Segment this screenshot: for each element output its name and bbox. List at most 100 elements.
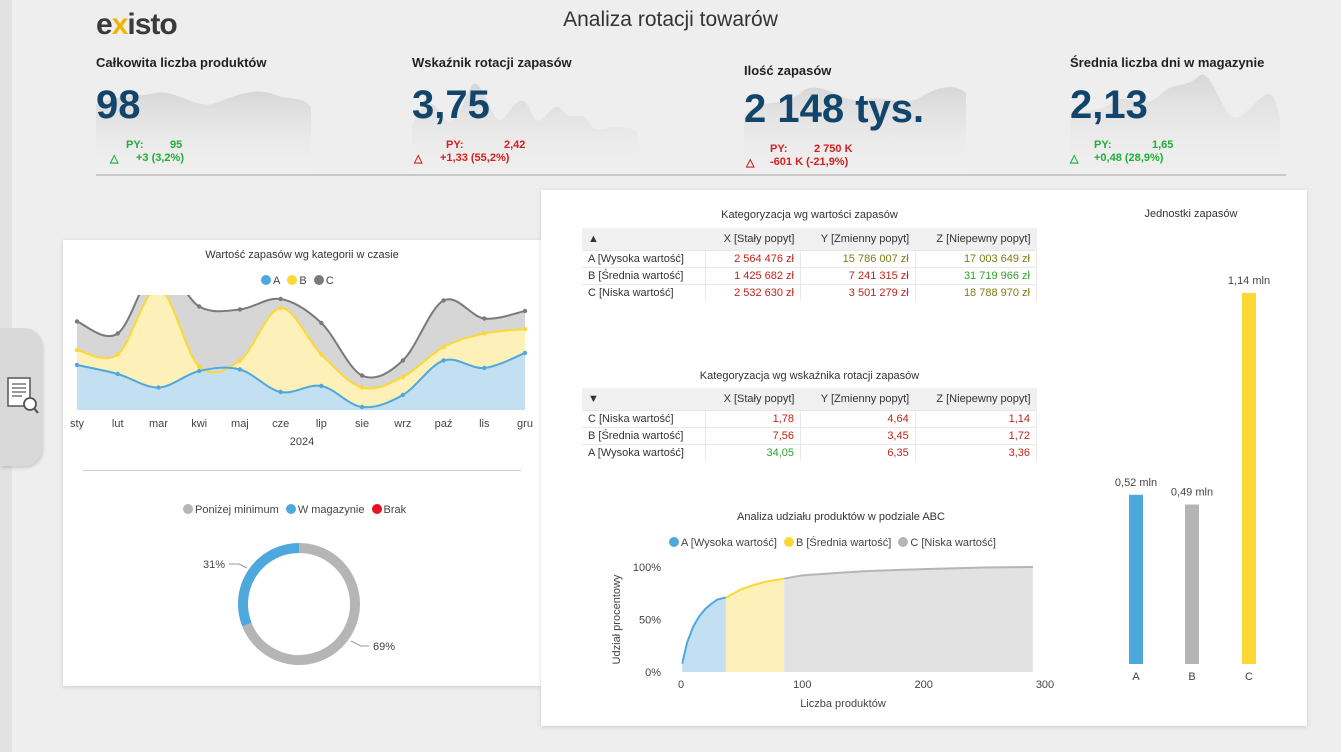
bar-a[interactable]: [1129, 494, 1143, 664]
data-point[interactable]: [359, 373, 365, 378]
data-point[interactable]: [359, 385, 365, 390]
legend-item-c[interactable]: C: [313, 275, 334, 287]
legend-label: W magazynie: [297, 504, 365, 516]
sort-up-icon[interactable]: ▲: [582, 228, 706, 250]
data-point[interactable]: [482, 331, 487, 336]
legend-label: C: [325, 275, 334, 287]
abc-chart: 0 100 200 300 0% 50% 100% Liczba produktów Udzia…: [611, 562, 1054, 710]
legend-dot-c: [898, 537, 909, 547]
data-point[interactable]: [482, 316, 487, 321]
bar-b[interactable]: [1185, 504, 1199, 664]
data-point[interactable]: [74, 319, 80, 324]
bar-value-label: 1,14 mln: [1228, 275, 1270, 287]
data-point[interactable]: [196, 368, 202, 374]
bar-value-label: 0,49 mln: [1171, 487, 1213, 499]
bar-value-label: 0,52 mln: [1115, 477, 1157, 489]
legend-dot-red: [371, 504, 382, 514]
logo-text-left: e: [96, 8, 113, 41]
legend-item-a[interactable]: A: [261, 275, 280, 287]
legend-item-in-stock[interactable]: W magazynie: [285, 504, 365, 516]
data-point[interactable]: [196, 304, 202, 309]
legend-item-b[interactable]: B [Średnia wartość]: [783, 537, 892, 549]
data-point[interactable]: [196, 364, 202, 369]
column-header[interactable]: Z [Niepewny popyt]: [915, 228, 1037, 250]
column-header[interactable]: Y [Zmienny popyt]: [800, 228, 916, 250]
data-point[interactable]: [319, 352, 324, 357]
data-point[interactable]: [522, 350, 528, 356]
data-point[interactable]: [237, 358, 243, 363]
donut-slice-1[interactable]: [238, 543, 300, 627]
column-header[interactable]: X [Stały popyt]: [705, 388, 801, 410]
data-point[interactable]: [278, 389, 283, 395]
table-cell: 4,64: [800, 409, 916, 427]
data-point[interactable]: [74, 362, 80, 368]
legend-item-below-min[interactable]: Poniżej minimum: [183, 504, 279, 516]
table-row[interactable]: A [Wysoka wartość] 34,05 6,35 3,36: [582, 443, 1038, 461]
row-header: B [Średnia wartość]: [582, 426, 707, 444]
data-point[interactable]: [441, 344, 446, 350]
data-point[interactable]: [319, 320, 324, 326]
table-row[interactable]: B [Średnia wartość] 1 425 682 zł 7 241 315…: [582, 266, 1038, 284]
data-point[interactable]: [522, 308, 528, 314]
data-point[interactable]: [441, 358, 446, 363]
data-point[interactable]: [156, 385, 161, 390]
data-point[interactable]: [237, 367, 243, 372]
data-point[interactable]: [522, 326, 528, 332]
bar-c[interactable]: [1242, 293, 1256, 664]
table-row[interactable]: B [Średnia wartość] 7,56 3,45 1,72: [582, 426, 1038, 444]
sort-down-icon[interactable]: ▼: [582, 388, 706, 410]
kpi-py-label: PY:: [770, 143, 788, 155]
triangle-icon: △: [746, 157, 755, 169]
value-matrix-table: ▲ X [Stały popyt] Y [Zmienny popyt] Z [N…: [582, 228, 1038, 301]
legend-item-missing[interactable]: Brak: [371, 504, 406, 516]
legend-label: A: [273, 275, 281, 287]
kpi-delta: -601 K (-21,9%): [770, 156, 849, 168]
data-point[interactable]: [482, 365, 487, 371]
table-row[interactable]: A [Wysoka wartość] 2 564 476 zł 15 786 007…: [582, 249, 1038, 267]
legend-dot-a: [261, 275, 271, 285]
table-cell: 34,05: [705, 443, 801, 461]
row-header: A [Wysoka wartość]: [582, 443, 707, 461]
kpi-value: 2,13: [1070, 83, 1148, 127]
legend-item-c[interactable]: C [Niska wartość]: [898, 537, 996, 549]
data-point[interactable]: [359, 404, 365, 410]
table-row[interactable]: C [Niska wartość] 2 532 630 zł 3 501 279 z…: [582, 283, 1038, 301]
data-point[interactable]: [400, 358, 406, 363]
donut-slice-0[interactable]: [242, 543, 360, 665]
legend-item-b[interactable]: B: [287, 275, 307, 287]
data-point[interactable]: [115, 371, 120, 377]
data-point[interactable]: [237, 307, 243, 312]
legend-dot-blue: [285, 504, 296, 514]
legend-dot-c: [313, 275, 324, 285]
x-tick-label: wrz: [393, 418, 411, 430]
report-search-icon[interactable]: [6, 376, 40, 416]
table-row[interactable]: C [Niska wartość] 1,78 4,64 1,14: [582, 409, 1038, 427]
table-cell: 7,56: [705, 426, 801, 444]
data-point[interactable]: [115, 331, 120, 336]
y-tick-label: 0%: [645, 667, 661, 679]
data-point[interactable]: [400, 374, 406, 380]
donut-chart-legend: Poniżej minimum W magazynie Brak: [183, 504, 410, 516]
data-point[interactable]: [400, 392, 406, 398]
left-panel: Wartość zapasów wg kategorii w czasie A …: [63, 240, 541, 686]
legend-label: B [Średnia wartość]: [795, 537, 892, 549]
data-point[interactable]: [74, 347, 80, 353]
data-point[interactable]: [278, 305, 283, 311]
series-line-a: [76, 352, 526, 409]
table-cell: 1,78: [705, 409, 801, 427]
report-side-tab[interactable]: [0, 328, 42, 466]
data-point[interactable]: [278, 296, 283, 302]
abc-line-2: [783, 566, 1033, 580]
column-header[interactable]: X [Stały popyt]: [705, 228, 801, 250]
table-cell: 6,35: [800, 443, 916, 461]
data-point[interactable]: [441, 298, 446, 303]
data-point[interactable]: [319, 383, 324, 389]
legend-item-a[interactable]: A [Wysoka wartość]: [669, 537, 777, 549]
column-header[interactable]: Y [Zmienny popyt]: [800, 388, 916, 410]
column-header[interactable]: Z [Niepewny popyt]: [915, 388, 1037, 410]
kpi-py-label: PY:: [1094, 139, 1112, 151]
data-point[interactable]: [115, 352, 120, 357]
x-tick-label: B: [1188, 671, 1195, 683]
page-title: Analiza rotacji towarów: [563, 8, 778, 31]
table-value-title: Kategoryzacja wg wartości zapasów: [721, 209, 898, 221]
